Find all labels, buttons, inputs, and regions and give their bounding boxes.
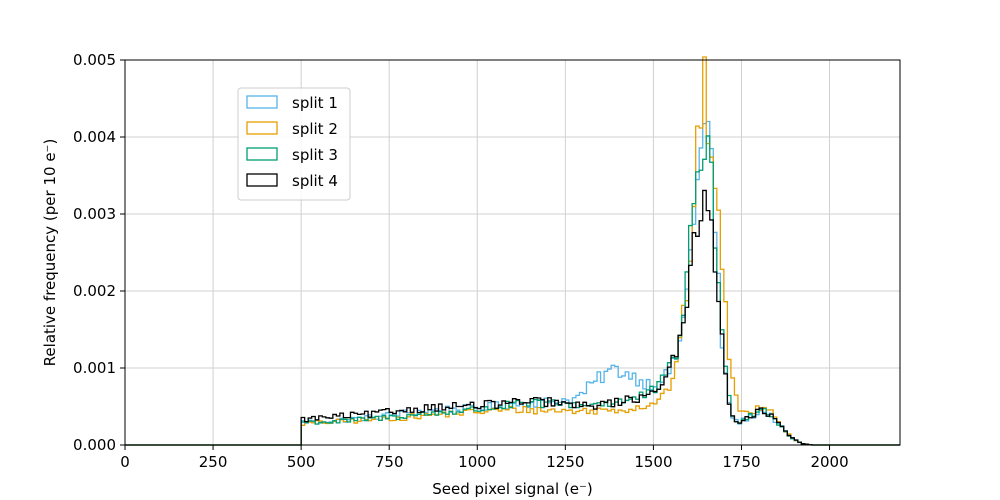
legend-box [237,87,351,201]
y-axis-ticks: 0.000 0.001 0.002 0.003 0.004 0.005 [73,51,125,454]
y-tick-label: 0.000 [73,436,116,454]
x-tick-label: 500 [287,453,316,471]
x-tick-label: 1000 [458,453,496,471]
series-layer [125,56,900,446]
legend-swatch [246,173,278,187]
y-tick-label: 0.001 [73,359,116,377]
x-axis-label: Seed pixel signal (e⁻) [432,480,593,498]
series-line-split-2 [125,56,900,446]
y-tick-label: 0.005 [73,51,116,69]
y-tick-label: 0.004 [73,128,116,146]
y-tick-label: 0.002 [73,282,116,300]
legend-swatch [246,121,278,135]
legend: split 1 split 2 split 3 split 4 [237,87,351,201]
x-tick-label: 750 [375,453,404,471]
x-tick-label: 1250 [546,453,584,471]
legend-swatch [246,95,278,109]
x-tick-label: 250 [199,453,228,471]
legend-swatch [246,147,278,161]
legend-label: split 1 [292,94,338,112]
y-tick-label: 0.003 [73,205,116,223]
x-axis-ticks: 0 250 500 750 1000 1250 1500 1750 2000 [120,445,849,471]
legend-label: split 2 [292,120,338,138]
x-tick-label: 2000 [810,453,848,471]
series-line-split-4 [125,189,900,446]
y-axis-label: Relative frequency (per 10 e⁻) [41,139,59,367]
plot-frame [124,59,901,446]
legend-label: split 3 [292,146,338,164]
legend-label: split 4 [292,172,338,190]
series-line-split-3 [125,135,900,446]
x-tick-label: 1500 [634,453,672,471]
x-tick-label: 1750 [722,453,760,471]
x-tick-label: 0 [120,453,130,471]
